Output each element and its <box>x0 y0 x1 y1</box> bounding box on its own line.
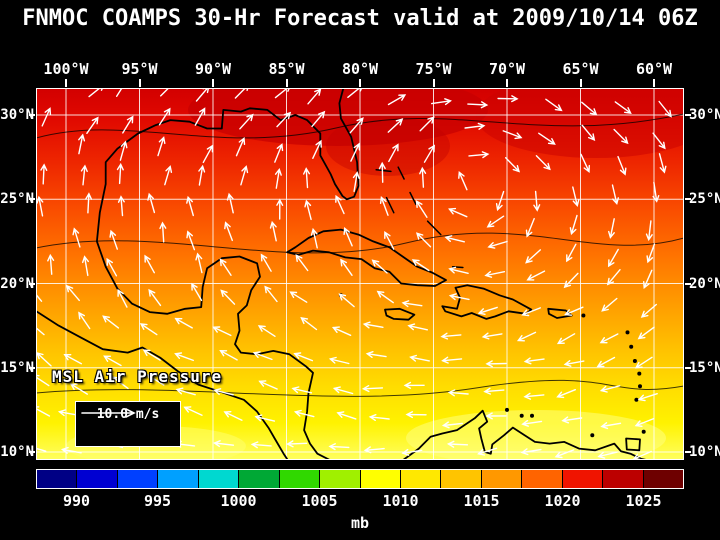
colorbar-segment <box>320 470 361 488</box>
lat-tick-mark <box>29 366 35 369</box>
lat-tick-label: 10°N <box>0 444 34 460</box>
lon-tick-mark <box>359 79 361 87</box>
map-area: MSL Air Pressure 10.0 m/s <box>36 88 684 460</box>
colorbar-tick-label: 995 <box>143 492 172 510</box>
lon-tick-mark <box>65 79 67 87</box>
colorbar-segment <box>77 470 118 488</box>
colorbar-segment <box>441 470 482 488</box>
lat-tick-mark <box>685 366 691 369</box>
lon-tick-mark <box>212 79 214 87</box>
wind-reference-box: 10.0 m/s <box>75 401 181 447</box>
lat-tick-label: 25°N <box>0 191 34 208</box>
lon-tick-mark <box>579 79 582 87</box>
colorbar-segment <box>279 470 321 488</box>
colorbar-tick-label: 1025 <box>625 492 662 510</box>
lon-tick-label: 60°W <box>635 60 673 78</box>
lat-tick-mark <box>29 451 35 453</box>
lat-tick-mark <box>685 451 691 453</box>
colorbar-segment <box>400 470 442 488</box>
lat-tick-label: 20°N <box>689 275 720 292</box>
lat-tick-label: 30°N <box>689 107 720 123</box>
lat-tick-mark <box>29 282 35 285</box>
lon-tick-label: 80°W <box>341 60 379 78</box>
colorbar-segment <box>117 470 159 488</box>
lon-tick-label: 90°W <box>194 60 232 78</box>
lat-tick-label: 15°N <box>0 359 34 376</box>
colorbar-segment <box>603 470 644 488</box>
lat-tick-mark <box>685 114 691 116</box>
colorbar-segment <box>522 470 563 488</box>
lon-tick-mark <box>138 79 141 87</box>
lat-tick-label: 15°N <box>689 359 720 376</box>
lat-tick-label: 25°N <box>689 191 720 208</box>
lat-tick-label: 10°N <box>689 444 720 460</box>
colorbar-segment <box>360 470 401 488</box>
page-title: FNMOC COAMPS 30-Hr Forecast valid at 200… <box>22 6 698 31</box>
lon-tick-mark <box>653 79 655 87</box>
lon-tick-mark <box>285 79 288 87</box>
colorbar-tick-label: 990 <box>62 492 91 510</box>
colorbar-tick-label: 1010 <box>382 492 419 510</box>
colorbar-segment <box>643 470 683 488</box>
lat-tick-label: 20°N <box>0 275 34 292</box>
colorbar-tick-label: 1015 <box>463 492 500 510</box>
colorbar-segment <box>562 470 604 488</box>
colorbar-segment <box>239 470 280 488</box>
lon-tick-label: 85°W <box>268 60 305 78</box>
lon-tick-mark <box>432 79 435 87</box>
lat-tick-mark <box>29 114 35 116</box>
colorbar-tick-label: 1000 <box>220 492 257 510</box>
lon-tick-label: 100°W <box>43 60 89 78</box>
lat-tick-mark <box>685 282 691 285</box>
lon-tick-label: 95°W <box>121 60 158 78</box>
lon-tick-label: 70°W <box>488 60 526 78</box>
colorbar-segment <box>198 470 240 488</box>
colorbar-segment <box>158 470 199 488</box>
colorbar-segment <box>37 470 78 488</box>
overlay-label: MSL Air Pressure <box>52 367 223 386</box>
lon-tick-label: 75°W <box>415 60 452 78</box>
lat-tick-mark <box>29 198 35 201</box>
colorbar-tick-label: 1005 <box>301 492 338 510</box>
lat-tick-label: 30°N <box>0 107 34 123</box>
colorbar-tick-label: 1020 <box>544 492 581 510</box>
lon-tick-label: 65°W <box>562 60 599 78</box>
colorbar-segment <box>481 470 523 488</box>
colorbar <box>36 469 684 489</box>
lon-tick-mark <box>506 79 508 87</box>
wind-reference-arrow-icon <box>81 408 136 418</box>
wind-reference-label: 10.0 m/s <box>96 407 160 422</box>
pressure-field-map <box>36 88 684 460</box>
colorbar-unit: mb <box>350 514 370 532</box>
lat-tick-mark <box>685 198 691 201</box>
